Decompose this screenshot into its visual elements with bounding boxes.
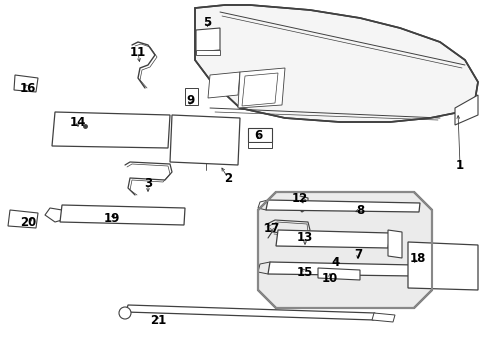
Text: 12: 12 [292, 192, 308, 204]
Text: 15: 15 [297, 266, 313, 279]
Text: 7: 7 [354, 248, 362, 261]
Text: 8: 8 [356, 203, 364, 216]
Text: 13: 13 [297, 230, 313, 243]
Polygon shape [196, 50, 220, 55]
Polygon shape [248, 128, 272, 142]
Polygon shape [268, 262, 415, 276]
Text: 16: 16 [20, 81, 36, 95]
Polygon shape [170, 115, 240, 165]
Text: 10: 10 [322, 271, 338, 284]
Polygon shape [52, 112, 170, 148]
Text: 9: 9 [186, 94, 194, 107]
Text: 4: 4 [332, 256, 340, 269]
Text: 1: 1 [456, 158, 464, 171]
Text: 14: 14 [70, 116, 86, 129]
Text: 21: 21 [150, 314, 166, 327]
Polygon shape [455, 95, 478, 125]
Polygon shape [372, 313, 395, 322]
Polygon shape [208, 72, 240, 98]
Polygon shape [238, 68, 285, 108]
Polygon shape [196, 28, 220, 52]
Polygon shape [195, 5, 478, 122]
Text: 3: 3 [144, 176, 152, 189]
Polygon shape [388, 230, 402, 258]
Text: 18: 18 [410, 252, 426, 265]
Polygon shape [185, 88, 198, 105]
Polygon shape [8, 210, 38, 228]
Text: 2: 2 [224, 171, 232, 185]
Text: 6: 6 [254, 129, 262, 141]
Polygon shape [276, 230, 390, 248]
Text: 20: 20 [20, 216, 36, 229]
Text: 11: 11 [130, 45, 146, 59]
Polygon shape [126, 305, 375, 320]
Polygon shape [14, 75, 38, 92]
Polygon shape [408, 242, 478, 290]
Polygon shape [266, 200, 420, 212]
Circle shape [119, 307, 131, 319]
Polygon shape [248, 142, 272, 148]
Polygon shape [318, 268, 360, 280]
Text: 17: 17 [264, 221, 280, 234]
Text: 19: 19 [104, 212, 120, 225]
Polygon shape [60, 205, 185, 225]
Polygon shape [258, 192, 432, 308]
Text: 5: 5 [203, 15, 211, 28]
